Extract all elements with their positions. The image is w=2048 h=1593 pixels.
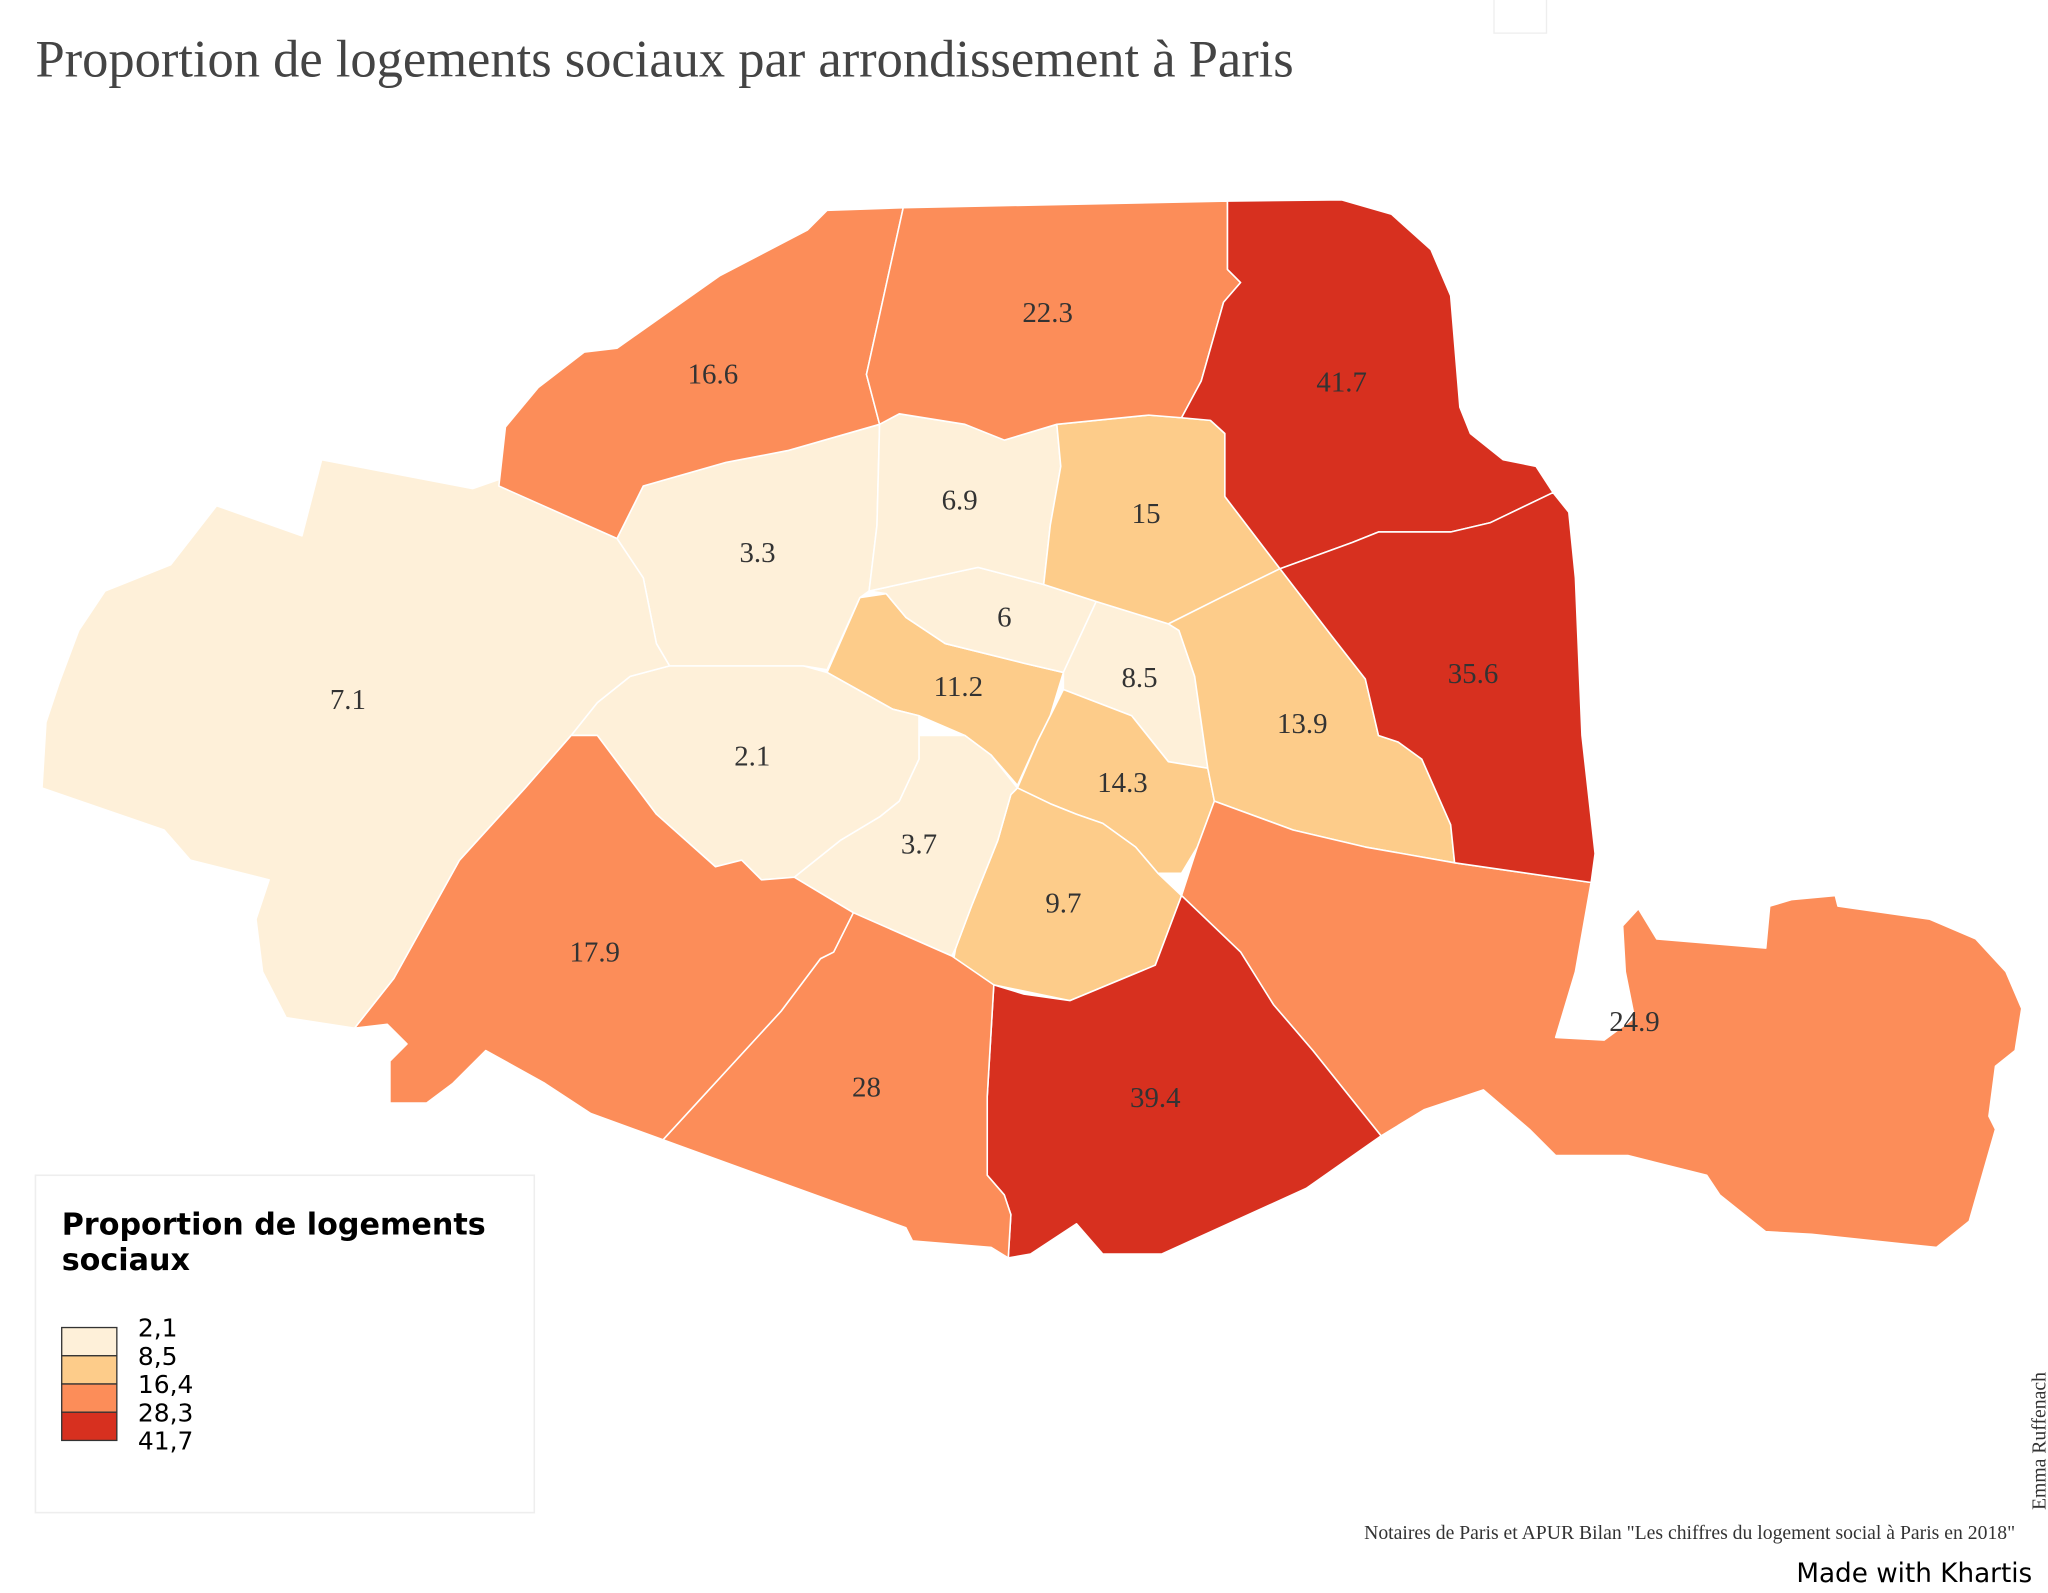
value-label-9e: 6.9: [942, 485, 978, 517]
value-label-5e: 9.7: [1045, 888, 1081, 920]
legend-swatch-3: [61, 1383, 118, 1413]
value-label-4e: 14.3: [1097, 767, 1148, 799]
arrondissements-layer: [41, 199, 2023, 1259]
value-label-13e: 39.4: [1130, 1082, 1181, 1114]
legend-break-label: 41,7: [138, 1427, 194, 1456]
value-label-7e: 2.1: [734, 741, 770, 773]
value-label-19e: 41.7: [1316, 367, 1367, 399]
value-label-17e: 16.6: [688, 359, 739, 391]
legend-box: [34, 1174, 536, 1514]
legend: Proportion de logements sociaux 2,18,516…: [34, 1174, 536, 1514]
legend-break-label: 2,1: [138, 1314, 178, 1343]
arrondissement-19e[interactable]: [1180, 199, 1554, 570]
value-label-8e: 3.3: [739, 537, 775, 569]
value-label-11e: 13.9: [1277, 708, 1328, 740]
made-with-khartis: Made with Khartis: [1796, 1559, 2032, 1589]
value-labels-layer: 11.2 6 8.5 14.3 9.7 3.7 2.1 3.3 6.9 15 13.9 24.9 39.…: [330, 297, 1660, 1114]
legend-swatch-4: [61, 1411, 118, 1442]
arrondissement-12e[interactable]: [1180, 800, 2023, 1249]
arrondissement-20e[interactable]: [1279, 491, 1596, 884]
value-label-3e: 8.5: [1121, 662, 1157, 694]
author-credit: Emma Ruffenach: [2028, 1372, 2048, 1510]
arrondissement-15e[interactable]: [353, 734, 855, 1141]
source-note: Notaires de Paris et APUR Bilan "Les chi…: [1364, 1522, 2015, 1544]
value-label-1er: 11.2: [934, 671, 983, 703]
legend-title-line1: Proportion de logements: [62, 1207, 486, 1242]
value-label-16e: 7.1: [330, 684, 366, 716]
value-label-14e: 28: [852, 1072, 881, 1104]
legend-swatch-1: [61, 1326, 118, 1357]
value-label-2e: 6: [997, 602, 1011, 634]
map-title: Proportion de logements sociaux par arro…: [35, 30, 1293, 88]
value-label-20e: 35.6: [1448, 658, 1499, 690]
value-label-10e: 15: [1132, 498, 1161, 530]
arrondissement-13e[interactable]: [986, 894, 1382, 1259]
corner-box: [1493, 0, 1548, 34]
value-label-18e: 22.3: [1022, 297, 1073, 329]
arrondissement-17e[interactable]: [498, 206, 905, 540]
legend-break-label: 8,5: [138, 1342, 178, 1371]
value-label-15e: 17.9: [569, 936, 620, 968]
value-label-12e: 24.9: [1609, 1006, 1660, 1038]
legend-break-label: 16,4: [138, 1370, 194, 1399]
legend-title-line2: sociaux: [62, 1243, 191, 1278]
arrondissement-16e[interactable]: [41, 458, 671, 1030]
legend-break-label: 28,3: [138, 1398, 194, 1427]
value-label-6e: 3.7: [901, 829, 937, 861]
legend-swatch-2: [61, 1355, 118, 1385]
